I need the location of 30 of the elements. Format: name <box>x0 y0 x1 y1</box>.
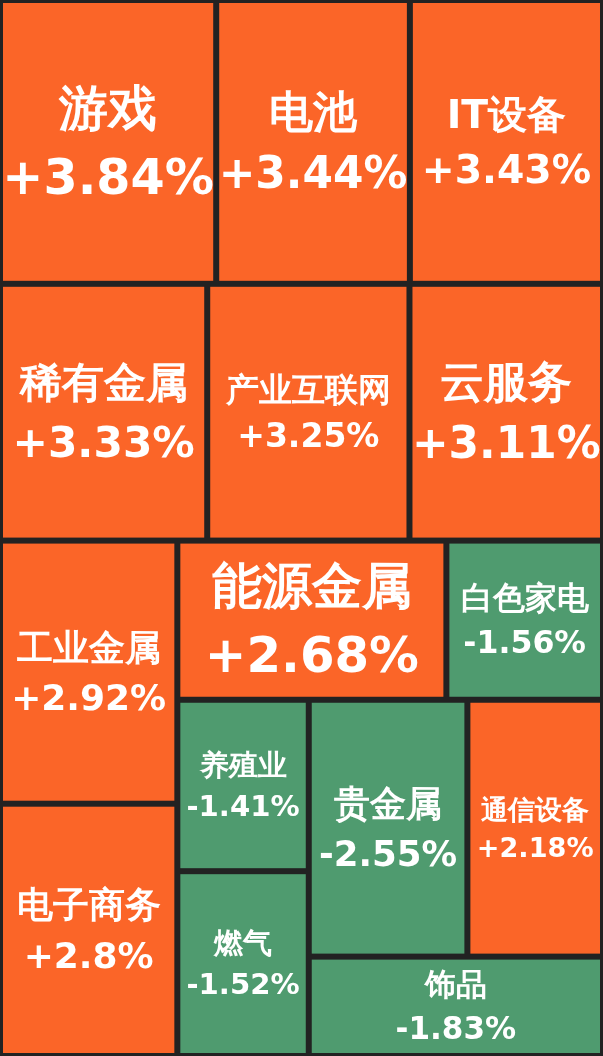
category-label: 能源金属 <box>211 556 412 615</box>
category-label: 云服务 <box>440 355 573 407</box>
data-label: -1.83% <box>395 1009 517 1046</box>
category-label: 工业金属 <box>16 626 161 668</box>
category-label: 游戏 <box>58 78 158 137</box>
data-label: +2.8% <box>23 934 154 976</box>
data-label: +3.11% <box>411 417 601 469</box>
category-label: 产业互联网 <box>224 369 391 409</box>
category-label: 电子商务 <box>16 884 161 926</box>
category-label: 燃气 <box>213 926 273 961</box>
category-label: 电池 <box>269 85 359 137</box>
category-label: 通信设备 <box>481 793 590 825</box>
category-label: 养殖业 <box>198 748 287 783</box>
data-label: +3.33% <box>12 417 195 467</box>
data-label: +3.44% <box>218 146 408 198</box>
category-label: 白色家电 <box>460 580 590 617</box>
data-label: -1.56% <box>463 624 587 661</box>
data-label: +2.92% <box>11 676 167 718</box>
data-label: +3.84% <box>2 147 214 206</box>
category-label: 贵金属 <box>334 782 443 824</box>
data-label: +3.43% <box>421 146 592 193</box>
data-label: -2.55% <box>319 832 458 874</box>
data-label: +3.25% <box>237 415 380 455</box>
data-label: -1.52% <box>186 967 300 1002</box>
data-label: +2.18% <box>476 831 594 863</box>
data-label: -1.41% <box>186 789 300 824</box>
category-label: 饰品 <box>422 966 487 1003</box>
category-label: IT设备 <box>446 91 567 138</box>
category-label: 稀有金属 <box>18 358 188 408</box>
data-label: +2.68% <box>204 626 419 685</box>
